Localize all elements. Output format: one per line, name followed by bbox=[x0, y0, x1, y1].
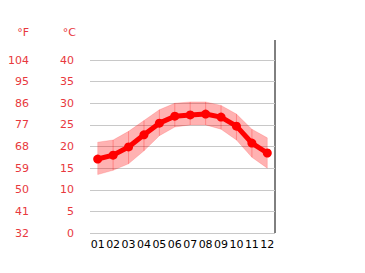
svg-text:30: 30 bbox=[60, 97, 74, 110]
svg-text:09: 09 bbox=[214, 238, 228, 251]
svg-text:02: 02 bbox=[106, 238, 120, 251]
svg-text:05: 05 bbox=[152, 238, 166, 251]
svg-text:40: 40 bbox=[60, 54, 74, 67]
svg-text:25: 25 bbox=[60, 118, 74, 131]
svg-text:01: 01 bbox=[91, 238, 105, 251]
svg-text:12: 12 bbox=[260, 238, 274, 251]
svg-text:04: 04 bbox=[137, 238, 151, 251]
svg-text:104: 104 bbox=[8, 54, 29, 67]
svg-text:07: 07 bbox=[183, 238, 197, 251]
svg-text:95: 95 bbox=[15, 75, 29, 88]
svg-text:°C: °C bbox=[63, 26, 77, 39]
svg-text:59: 59 bbox=[15, 162, 29, 175]
svg-text:11: 11 bbox=[245, 238, 259, 251]
svg-text:08: 08 bbox=[199, 238, 213, 251]
svg-text:15: 15 bbox=[60, 162, 74, 175]
svg-text:32: 32 bbox=[15, 227, 29, 240]
svg-text:0: 0 bbox=[67, 227, 74, 240]
svg-text:03: 03 bbox=[122, 238, 136, 251]
svg-text:°F: °F bbox=[17, 26, 29, 39]
svg-text:86: 86 bbox=[15, 97, 29, 110]
svg-text:35: 35 bbox=[60, 75, 74, 88]
svg-text:20: 20 bbox=[60, 140, 74, 153]
svg-text:50: 50 bbox=[15, 183, 29, 196]
svg-text:5: 5 bbox=[67, 205, 74, 218]
svg-text:10: 10 bbox=[60, 183, 74, 196]
svg-text:10: 10 bbox=[229, 238, 243, 251]
svg-text:77: 77 bbox=[15, 118, 29, 131]
svg-text:06: 06 bbox=[168, 238, 182, 251]
svg-text:41: 41 bbox=[15, 205, 29, 218]
svg-text:68: 68 bbox=[15, 140, 29, 153]
